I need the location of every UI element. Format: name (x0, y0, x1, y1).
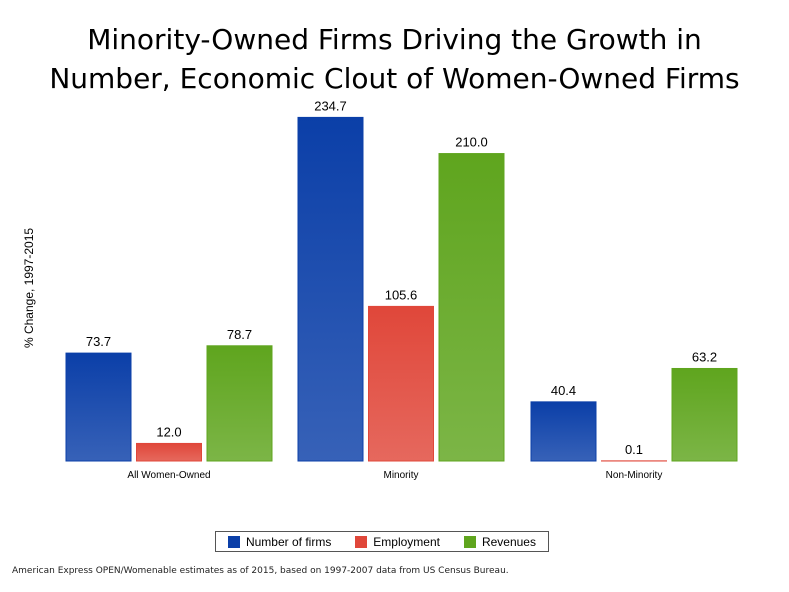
bar-revenues-minority (438, 153, 505, 462)
data-label-employment-minority: 105.6 (385, 287, 418, 302)
data-label-revenues-minority: 210.0 (455, 135, 488, 150)
y-axis-label: % Change, 1997-2015 (22, 228, 36, 348)
legend-swatch-number-of-firms (227, 535, 240, 548)
legend-item-number-of-firms: Number of firms (227, 534, 332, 549)
data-label-revenues-all-women-owned: 78.7 (227, 327, 252, 342)
category-label-non-minority: Non-Minority (606, 470, 663, 481)
category-label-all-women-owned: All Women-Owned (127, 470, 210, 481)
legend-swatch-revenues (463, 535, 476, 548)
data-label-employment-all-women-owned: 12.0 (156, 424, 181, 439)
legend-label-employment: Employment (373, 534, 440, 549)
data-label-number-of-firms-minority: 234.7 (314, 98, 347, 113)
legend-label-number-of-firms: Number of firms (245, 534, 332, 549)
source-footnote: American Express OPEN/Womenable estimate… (12, 566, 509, 576)
data-label-number-of-firms-non-minority: 40.4 (551, 383, 576, 398)
bar-revenues-all-women-owned (206, 345, 273, 462)
legend-label-revenues: Revenues (481, 534, 536, 549)
data-label-number-of-firms-all-women-owned: 73.7 (86, 334, 111, 349)
chart-title: Minority-Owned Firms Driving the Growth … (0, 20, 789, 98)
category-label-minority: Minority (383, 470, 418, 481)
data-label-revenues-non-minority: 63.2 (692, 349, 717, 364)
data-label-employment-non-minority: 0.1 (625, 442, 643, 457)
bar-number-of-firms-all-women-owned (65, 352, 132, 462)
bar-employment-all-women-owned (136, 442, 202, 462)
legend-swatch-employment (355, 535, 368, 548)
bar-employment-minority (368, 305, 434, 462)
legend-item-employment: Employment (355, 535, 440, 549)
chart-legend: Number of firms Employment Revenues (215, 531, 549, 552)
bar-revenues-non-minority (671, 367, 738, 462)
legend-item-revenues: Revenues (463, 534, 536, 549)
chart-title-line-2: Number, Economic Clout of Women-Owned Fi… (49, 62, 740, 95)
bar-number-of-firms-minority (297, 116, 364, 462)
chart-title-line-1: Minority-Owned Firms Driving the Growth … (87, 23, 702, 56)
bar-number-of-firms-non-minority (530, 401, 597, 462)
